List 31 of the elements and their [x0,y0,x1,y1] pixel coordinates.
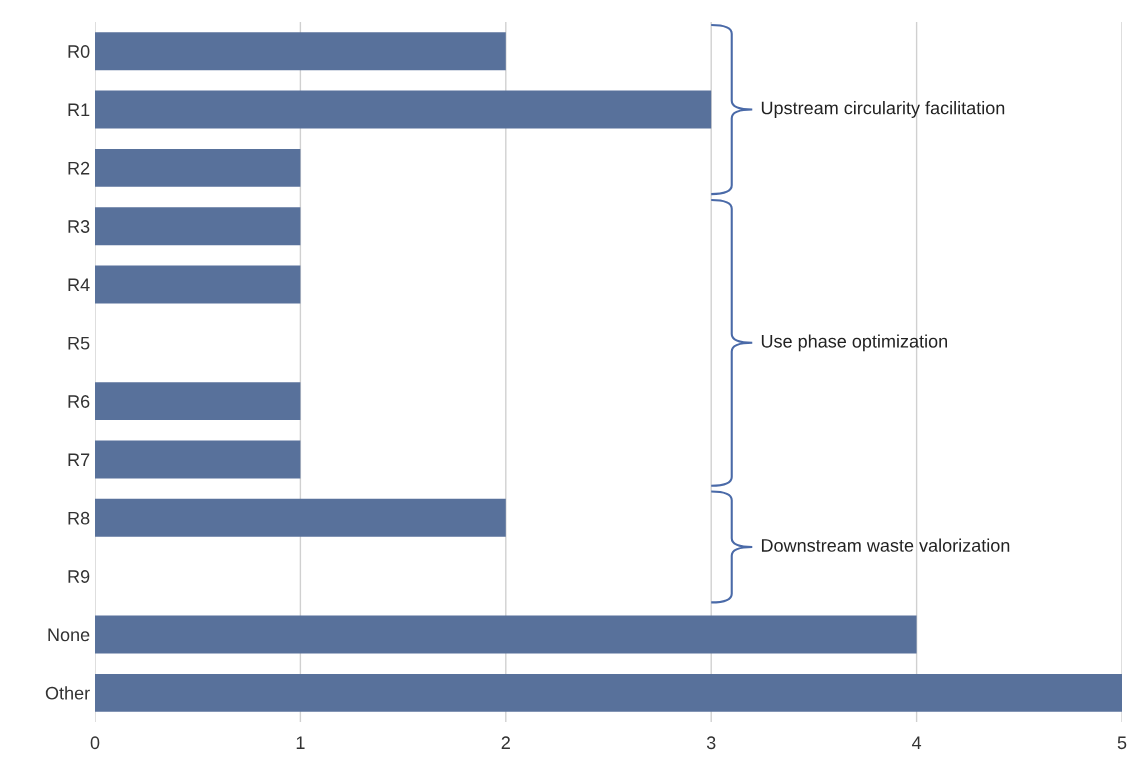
y-tick-label: R6 [68,395,90,408]
y-tick-label: R4 [68,278,90,292]
y-tick-label: R1 [68,103,90,117]
y-tick-label: R5 [68,336,90,350]
x-tick-label: 2 [501,736,510,749]
annotation: Use phase optimization [761,334,947,352]
bar [95,265,301,304]
bar [95,498,506,537]
annotation: Upstream circularity facilitation [761,101,1005,118]
y-tick-label: R0 [68,45,90,58]
y-tick-label: R9 [68,570,90,583]
y-tick-label: R8 [68,511,90,525]
bar [95,615,917,654]
bar [95,207,301,246]
y-tick-label: None [48,628,90,642]
y-tick-label: Other [45,686,90,700]
x-tick-label: 0 [90,736,100,750]
x-tick-label: 1 [296,736,305,749]
x-tick-label: 5 [1117,736,1127,750]
bar [95,148,301,187]
bar [95,440,301,479]
x-tick-label: 4 [911,736,922,749]
bar [95,90,712,129]
bar [95,32,506,71]
bar [95,673,1122,712]
bar [95,382,301,421]
x-tick-label: 3 [706,736,716,750]
annotation: Downstream waste valorization [761,538,1010,552]
y-tick-label: R3 [68,220,90,233]
y-tick-label: R7 [68,453,90,467]
y-tick-label: R2 [68,161,90,175]
